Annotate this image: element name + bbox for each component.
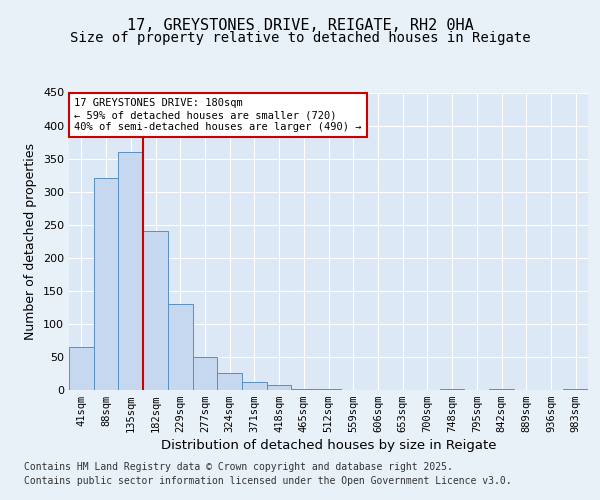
Text: Contains public sector information licensed under the Open Government Licence v3: Contains public sector information licen… (24, 476, 512, 486)
Bar (242, 382, 267, 390)
Bar (94, 178, 118, 390)
Bar (118, 152, 143, 390)
Text: 17 GREYSTONES DRIVE: 180sqm
← 59% of detached houses are smaller (720)
40% of se: 17 GREYSTONES DRIVE: 180sqm ← 59% of det… (74, 98, 362, 132)
Bar (267, 384, 292, 390)
Bar (193, 357, 217, 390)
Bar (217, 374, 242, 390)
X-axis label: Distribution of detached houses by size in Reigate: Distribution of detached houses by size … (161, 440, 496, 452)
Bar (168, 304, 193, 390)
Bar (69, 347, 94, 390)
Bar (143, 232, 168, 390)
Text: Contains HM Land Registry data © Crown copyright and database right 2025.: Contains HM Land Registry data © Crown c… (24, 462, 453, 472)
Bar (292, 388, 316, 390)
Text: Size of property relative to detached houses in Reigate: Size of property relative to detached ho… (70, 31, 530, 45)
Text: 17, GREYSTONES DRIVE, REIGATE, RH2 0HA: 17, GREYSTONES DRIVE, REIGATE, RH2 0HA (127, 18, 473, 32)
Y-axis label: Number of detached properties: Number of detached properties (25, 143, 37, 340)
